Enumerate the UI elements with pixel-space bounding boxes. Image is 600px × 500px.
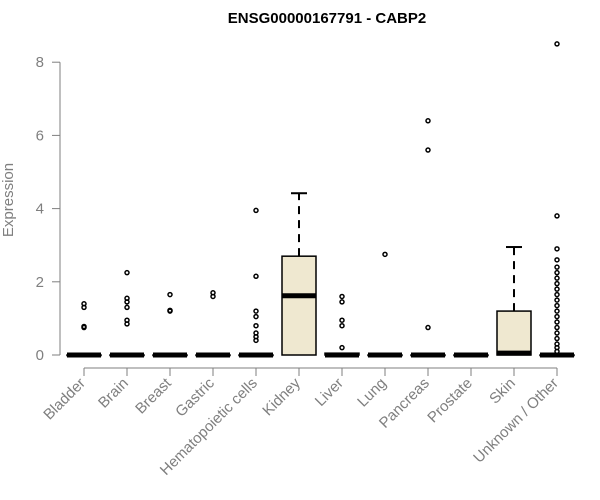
outlier-point: [554, 275, 560, 281]
outlier-point: [554, 335, 560, 342]
x-tick-label: Liver: [312, 375, 347, 410]
outlier-point: [81, 323, 87, 330]
chart-title: ENSG00000167791 - CABP2: [228, 10, 426, 27]
box-liver: [324, 293, 360, 358]
outlier-point: [253, 322, 259, 329]
outlier-point: [554, 313, 560, 320]
y-tick-label: 2: [36, 274, 44, 291]
outlier-point: [124, 269, 130, 276]
outlier-point: [339, 322, 345, 329]
outlier-point: [253, 273, 259, 280]
outlier-point: [167, 291, 173, 298]
box-kidney: [281, 192, 317, 356]
outlier-point: [425, 324, 431, 331]
outlier-point: [554, 341, 560, 347]
outlier-point: [554, 280, 560, 287]
outlier-point: [554, 302, 560, 309]
box-unknown-other: [539, 41, 575, 358]
outlier-point: [554, 257, 560, 263]
outlier-point: [253, 308, 259, 314]
y-tick-label: 8: [36, 54, 44, 71]
y-axis-label: Expression: [0, 163, 17, 237]
y-tick-label: 6: [36, 127, 44, 144]
x-tick-label: Bladder: [40, 375, 89, 424]
outlier-point: [253, 313, 259, 320]
outlier-point: [554, 264, 560, 270]
outlier-point: [554, 286, 560, 292]
outlier-point: [167, 307, 173, 314]
outlier-point: [554, 330, 560, 336]
box-bladder: [66, 301, 102, 358]
outlier-point: [339, 293, 345, 300]
box-body: [281, 255, 317, 356]
box-breast: [152, 291, 188, 358]
y-tick-label: 4: [36, 201, 44, 218]
outlier-point: [554, 213, 560, 219]
outlier-point: [339, 344, 345, 351]
outlier-point: [339, 317, 345, 323]
outlier-point: [382, 251, 388, 258]
outlier-point: [554, 246, 560, 252]
outlier-point: [425, 118, 431, 124]
outlier-point: [124, 317, 130, 323]
box-skin: [496, 246, 532, 356]
outlier-point: [554, 269, 560, 276]
outlier-point: [124, 304, 130, 311]
outlier-point: [253, 330, 259, 336]
outlier-point: [253, 207, 259, 214]
box-body: [496, 310, 532, 356]
outlier-point: [554, 291, 560, 298]
outlier-point: [554, 308, 560, 314]
x-tick-label: Lung: [354, 375, 390, 411]
y-axis: 0 2 4 6 8: [36, 54, 61, 364]
box-brain: [109, 269, 145, 358]
box-series: [66, 41, 575, 358]
x-tick-label: Kidney: [259, 374, 304, 419]
x-tick-label: Brain: [95, 375, 132, 412]
box-gastric: [195, 290, 231, 358]
box-lung: [367, 251, 403, 358]
x-tick-label: Prostate: [424, 375, 476, 427]
outlier-point: [210, 290, 216, 296]
box-pancreas: [410, 118, 446, 358]
outlier-point: [425, 147, 431, 153]
outlier-point: [554, 324, 560, 331]
outlier-point: [554, 297, 560, 303]
outlier-point: [339, 299, 345, 305]
box-hematopoietic-cells: [238, 207, 274, 358]
outlier-point: [554, 319, 560, 325]
outlier-point: [124, 295, 130, 302]
y-tick-label: 0: [36, 347, 44, 364]
x-tick-label: Breast: [132, 374, 175, 417]
outlier-point: [81, 301, 87, 307]
outlier-point: [554, 41, 560, 47]
box-prostate: [453, 352, 489, 358]
x-tick-label: Skin: [486, 375, 519, 408]
